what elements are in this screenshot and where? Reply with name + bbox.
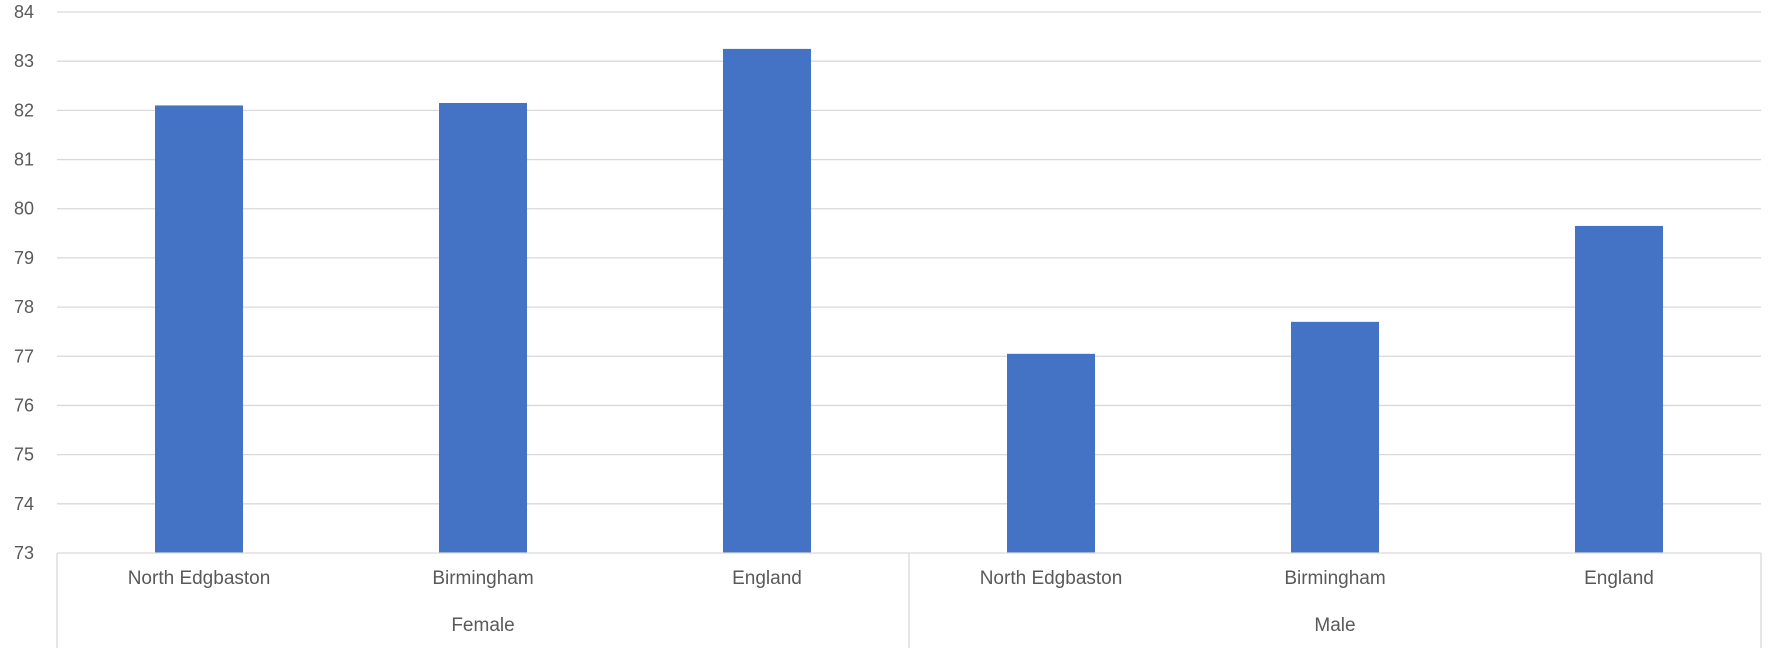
y-tick-label: 79 (14, 248, 34, 268)
y-tick-label: 75 (14, 445, 34, 465)
y-tick-label: 80 (14, 199, 34, 219)
bar-female-birmingham (439, 102, 527, 554)
x-group-label: Male (1314, 615, 1355, 636)
bar-male-england (1575, 225, 1663, 553)
y-tick-label: 73 (14, 543, 34, 563)
x-axis (56, 552, 1762, 648)
x-category-label: England (732, 568, 802, 589)
y-tick-label: 77 (14, 346, 34, 366)
bars (155, 48, 1663, 554)
x-axis-category-labels: North Edgbaston Birmingham England North Ed… (128, 568, 1654, 589)
y-tick-label: 74 (14, 494, 34, 514)
x-category-label: Birmingham (432, 568, 533, 589)
grid-lines (57, 11, 1761, 505)
y-tick-label: 81 (14, 150, 34, 170)
bar-male-north-edgbaston (1007, 353, 1095, 553)
bar-female-north-edgbaston (155, 105, 243, 553)
y-tick-label: 82 (14, 100, 34, 120)
x-category-label: North Edgbaston (980, 568, 1123, 589)
bar-male-birmingham (1291, 321, 1379, 553)
x-group-label: Female (451, 615, 514, 636)
bar-female-england (723, 48, 811, 554)
y-axis-ticks: 73 74 75 76 77 78 79 80 81 82 83 84 (14, 2, 34, 563)
x-category-label: England (1584, 568, 1654, 589)
x-axis-group-labels: Female Male (451, 615, 1355, 636)
y-tick-label: 78 (14, 297, 34, 317)
y-tick-label: 76 (14, 395, 34, 415)
y-tick-label: 83 (14, 51, 34, 71)
y-tick-label: 84 (14, 2, 34, 22)
x-category-label: Birmingham (1284, 568, 1385, 589)
x-category-label: North Edgbaston (128, 568, 271, 589)
